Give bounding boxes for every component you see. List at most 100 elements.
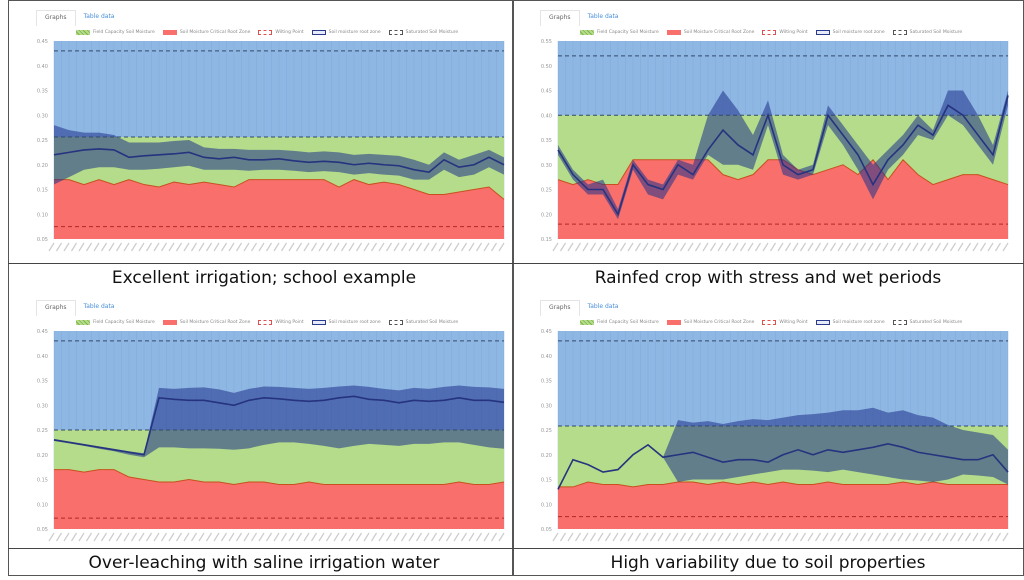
x-tick-mark (190, 532, 198, 542)
legend-item[interactable]: Saturated Soil Moisture (388, 320, 459, 325)
legend-label: Soil moisture root zone (832, 30, 885, 35)
legend-item[interactable]: Soil Moisture Critical Root Zone (162, 320, 250, 325)
x-tick-mark (220, 532, 228, 542)
x-tick-mark (612, 532, 619, 542)
legend-item[interactable]: Wilting Point (762, 320, 808, 325)
x-tick-mark (567, 532, 574, 542)
legend-item[interactable]: Soil Moisture Critical Root Zone (666, 320, 754, 325)
x-tick-mark (597, 532, 604, 542)
x-tick-mark (445, 242, 453, 252)
legend-item[interactable]: Field Capacity Soil Moisture (580, 320, 659, 325)
legend-label: Field Capacity Soil Moisture (597, 320, 659, 325)
x-tick-mark (567, 242, 574, 252)
legend-item[interactable]: Field Capacity Soil Moisture (76, 30, 155, 35)
legend-swatch (580, 320, 594, 325)
soil-moisture-range-band (558, 407, 1008, 490)
x-tick-mark (777, 532, 784, 542)
y-tick-label: 0.35 (541, 138, 552, 144)
x-tick-mark (138, 532, 145, 542)
tab-table-data[interactable]: Table data (75, 10, 123, 26)
x-tick-mark (423, 532, 430, 542)
legend-item[interactable]: Soil moisture root zone (815, 30, 885, 35)
x-tick-mark (949, 242, 957, 252)
x-tick-mark (709, 532, 717, 542)
x-tick-mark (123, 242, 130, 252)
x-tick-mark (957, 242, 964, 252)
legend-item[interactable]: Soil moisture root zone (815, 320, 885, 325)
legend-item[interactable]: Saturated Soil Moisture (892, 30, 962, 35)
x-tick-mark (93, 242, 100, 252)
legend-label: Soil Moisture Critical Root Zone (179, 30, 251, 35)
chart-caption: Excellent irrigation; school example (8, 263, 520, 291)
legend-item[interactable]: Soil moisture root zone (311, 30, 381, 35)
x-tick-mark (205, 242, 213, 252)
legend-label: Saturated Soil Moisture (405, 30, 459, 35)
legend-item[interactable]: Soil Moisture Critical Root Zone (162, 30, 251, 35)
legend-item[interactable]: Field Capacity Soil Moisture (580, 30, 659, 35)
x-tick-mark (784, 242, 792, 252)
tab-table-data[interactable]: Table data (75, 300, 123, 316)
soil-moisture-range-band (54, 125, 504, 185)
legend-label: Soil Moisture Critical Root Zone (683, 30, 755, 35)
tab-graphs[interactable]: Graphs (36, 300, 76, 316)
y-tick-label: 0.40 (541, 354, 552, 360)
legend-label: Saturated Soil Moisture (405, 320, 459, 325)
tab-graphs[interactable]: Graphs (36, 10, 76, 26)
x-tick-mark (100, 532, 108, 542)
legend-item[interactable]: Soil moisture root zone (311, 320, 381, 325)
legend-swatch (666, 30, 681, 35)
x-tick-mark (175, 242, 183, 252)
x-tick-mark (829, 532, 837, 542)
chart-tabs: Graphs Table data (540, 300, 627, 316)
x-tick-mark (934, 242, 942, 252)
y-tick-label: 0.40 (37, 64, 48, 70)
x-tick-mark (792, 242, 799, 252)
x-tick-mark (348, 532, 355, 542)
legend-swatch (76, 30, 90, 35)
x-tick-mark (460, 242, 468, 252)
y-tick-label: 0.30 (37, 403, 48, 409)
x-tick-mark (483, 532, 490, 542)
x-tick-mark (355, 532, 363, 542)
x-tick-mark (597, 242, 604, 252)
x-tick-mark (160, 532, 168, 542)
x-tick-mark (78, 532, 85, 542)
x-tick-mark (175, 532, 183, 542)
x-tick-mark (325, 532, 333, 542)
x-tick-mark (679, 532, 687, 542)
tab-graphs[interactable]: Graphs (540, 300, 580, 316)
x-tick-mark (717, 532, 724, 542)
legend-item[interactable]: Wilting Point (258, 320, 304, 325)
legend-item[interactable]: Wilting Point (258, 30, 304, 35)
x-tick-mark (739, 532, 747, 542)
legend-item[interactable]: Wilting Point (762, 30, 808, 35)
x-tick-mark (964, 242, 972, 252)
tab-table-data[interactable]: Table data (579, 300, 627, 316)
x-tick-mark (228, 242, 235, 252)
x-tick-mark (934, 532, 942, 542)
chart-plot: 0.45 0.40 0.35 0.30 0.25 0.20 0.15 0.10 0.05 (37, 329, 505, 542)
tab-table-data[interactable]: Table data (579, 10, 627, 26)
y-tick-label: 0.40 (37, 354, 48, 360)
legend-swatch (311, 30, 326, 35)
x-tick-mark (115, 242, 123, 252)
legend-item[interactable]: Field Capacity Soil Moisture (76, 320, 155, 325)
x-tick-mark (213, 242, 220, 252)
x-tick-mark (964, 532, 972, 542)
x-tick-mark (724, 242, 732, 252)
x-tick-mark (310, 532, 318, 542)
legend-item[interactable]: Saturated Soil Moisture (388, 30, 459, 35)
x-tick-mark (205, 532, 213, 542)
x-tick-mark (385, 532, 393, 542)
legend-item[interactable]: Soil Moisture Critical Root Zone (666, 30, 755, 35)
x-tick-mark (460, 532, 468, 542)
x-tick-mark (108, 532, 115, 542)
x-tick-mark (829, 242, 837, 252)
x-tick-mark (799, 242, 807, 252)
x-tick-mark (393, 242, 400, 252)
x-tick-mark (994, 532, 1002, 542)
y-tick-label: 0.10 (541, 502, 552, 508)
x-tick-mark (190, 242, 198, 252)
legend-item[interactable]: Saturated Soil Moisture (892, 320, 962, 325)
tab-graphs[interactable]: Graphs (540, 10, 580, 26)
